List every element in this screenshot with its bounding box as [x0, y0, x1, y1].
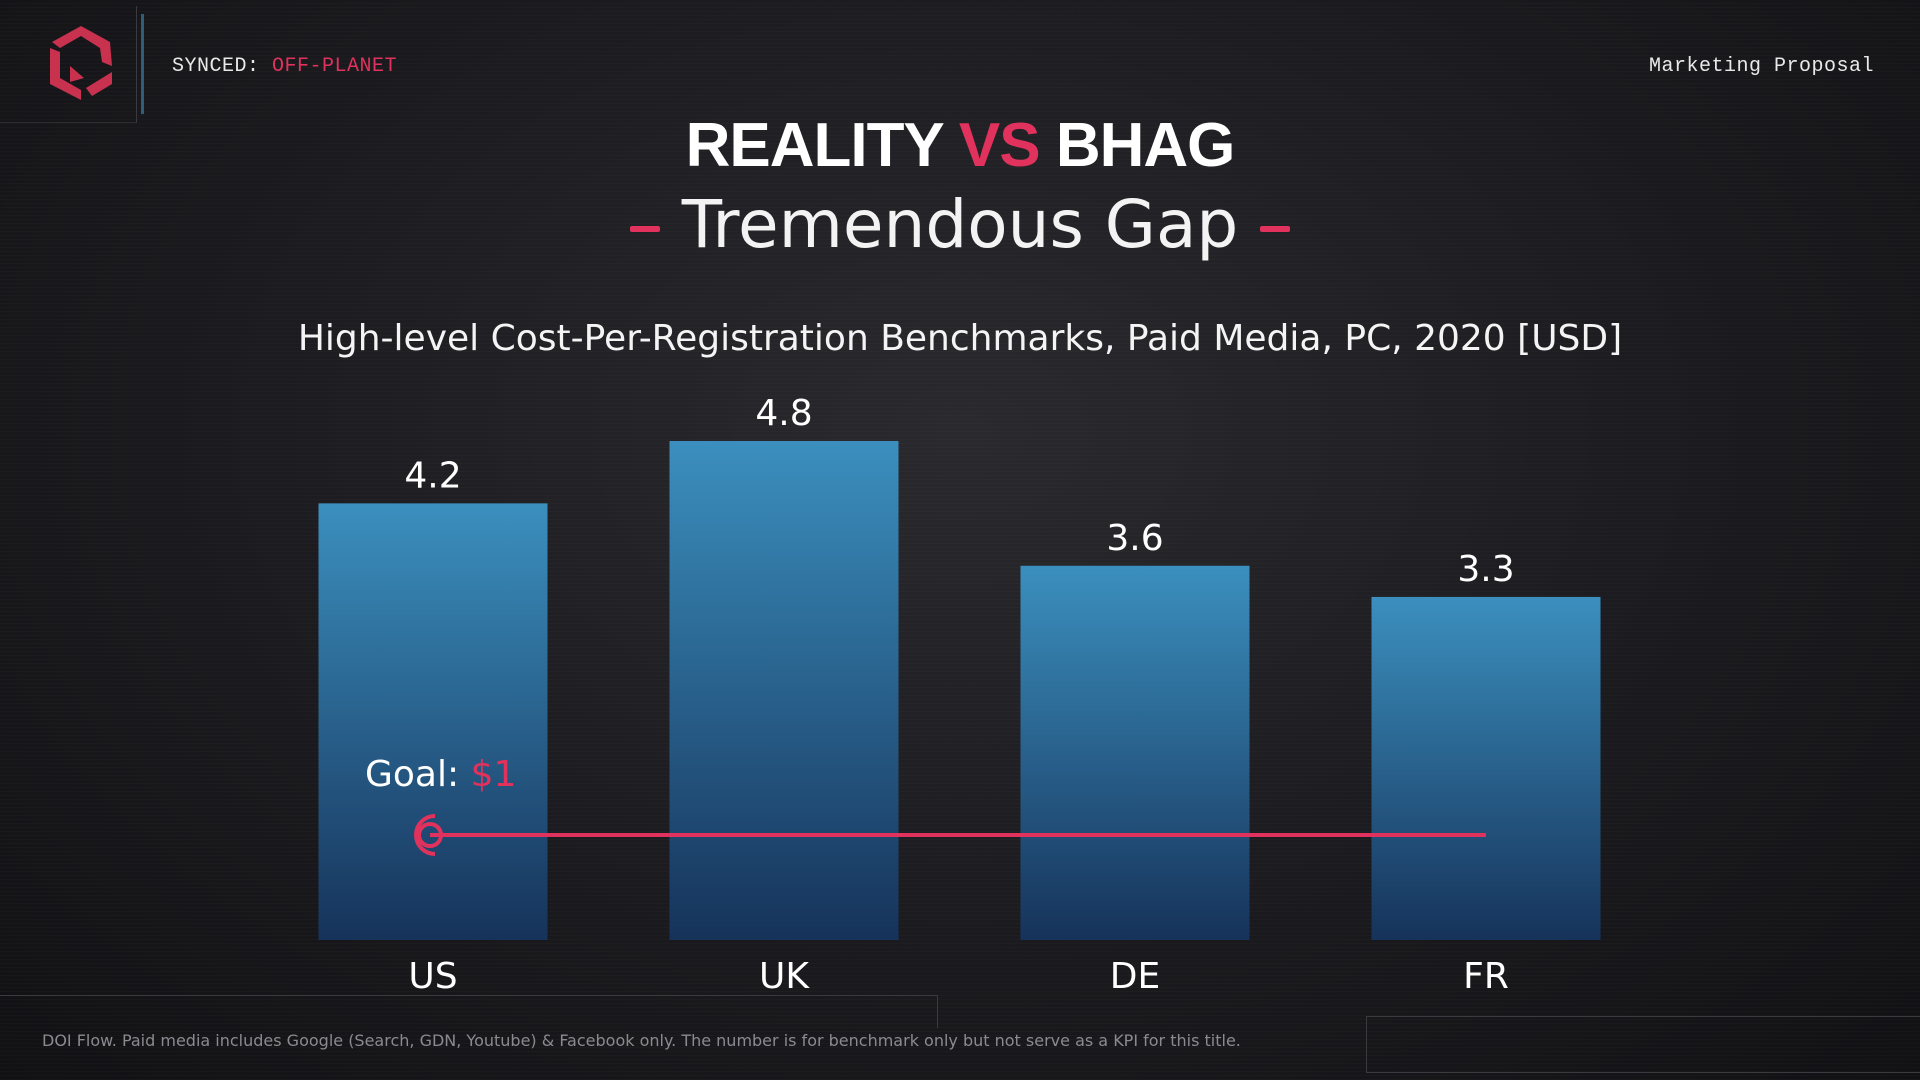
document-type-label: Marketing Proposal	[1648, 55, 1874, 78]
footer-frame-right	[1366, 1016, 1920, 1073]
footer-frame-left	[0, 995, 938, 1028]
title-bhag: BHAG	[1055, 111, 1236, 180]
category-label-uk: UK	[759, 956, 810, 997]
sync-status: SYNCED: OFF-PLANET	[172, 55, 397, 78]
category-label-de: DE	[1110, 956, 1160, 997]
logo-frame	[0, 6, 137, 123]
goal-target-icon	[414, 814, 443, 856]
goal-label: Goal: $1	[365, 754, 516, 795]
brand-logo-icon	[50, 26, 112, 100]
footnote: DOI Flow. Paid media includes Google (Se…	[42, 1031, 1241, 1050]
title-reality: REALITY	[685, 111, 944, 180]
slide-title: REALITY VS BHAG	[0, 110, 1920, 181]
logo-accent-bar	[141, 14, 144, 114]
category-label-us: US	[408, 956, 457, 997]
category-label-fr: FR	[1463, 956, 1509, 997]
bar-fr	[1371, 596, 1601, 940]
subtitle-text: Tremendous Gap	[681, 186, 1239, 263]
bar-value-label-us: 4.2	[404, 455, 461, 496]
bar-uk	[669, 441, 899, 940]
chart-title: High-level Cost-Per-Registration Benchma…	[297, 318, 1623, 359]
bar-chart: 4.2 US 4.8 UK 3.6 DE 3.3 FR Goal: $1	[318, 393, 1601, 997]
bar-de	[1020, 565, 1250, 940]
subtitle-dash-right	[1260, 225, 1291, 232]
slide-subtitle: Tremendous Gap	[0, 186, 1920, 263]
subtitle-dash-left	[629, 225, 660, 232]
bar-value-label-fr: 3.3	[1457, 549, 1514, 590]
title-vs: VS	[958, 111, 1041, 180]
bar-value-label-de: 3.6	[1106, 518, 1163, 559]
sync-status-value: OFF-PLANET	[272, 55, 398, 78]
bar-value-label-uk: 4.8	[755, 393, 812, 434]
bar-us	[318, 503, 548, 940]
sync-status-label: SYNCED:	[172, 55, 260, 78]
goal-label-text: Goal:	[365, 754, 471, 795]
goal-value: $1	[471, 754, 517, 795]
